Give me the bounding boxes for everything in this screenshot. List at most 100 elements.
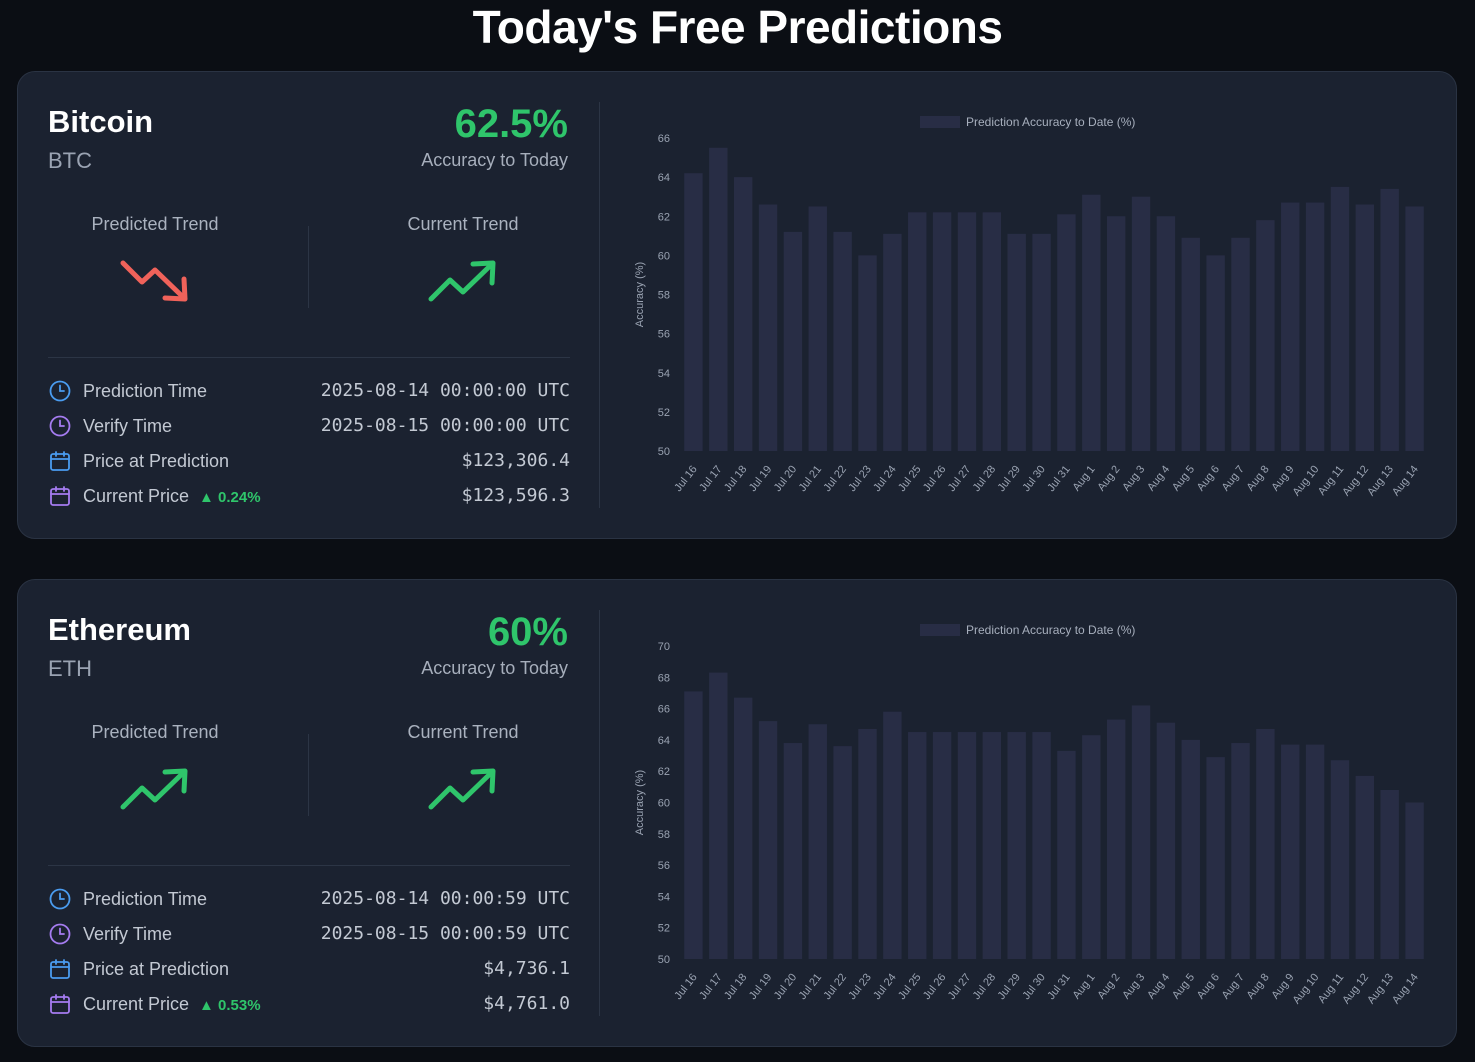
bar — [1032, 732, 1051, 959]
price-change-badge: ▲ 0.24% — [199, 489, 261, 506]
chart-legend[interactable]: Prediction Accuracy to Date (%) — [920, 623, 1135, 637]
bar — [883, 233, 902, 451]
bar — [733, 177, 753, 451]
x-tick-label: Jul 29 — [996, 463, 1024, 494]
x-tick-label: Jul 23 — [846, 971, 874, 1002]
bar — [808, 724, 827, 959]
y-tick-label: 50 — [658, 446, 670, 458]
trend-divider — [308, 226, 309, 308]
bar — [783, 743, 803, 959]
x-tick-label: Jul 24 — [871, 463, 899, 494]
price-at-prediction-label: Price at Prediction — [83, 451, 230, 471]
verify-time-value: 2025-08-15 00:00:00 UTC — [320, 415, 570, 436]
prediction-card-bitcoin: Bitcoin BTC 62.5% Accuracy to Today Pred… — [17, 71, 1457, 539]
x-tick-label: Jul 27 — [946, 463, 974, 494]
x-tick-label: Aug 6 — [1195, 971, 1222, 1001]
x-tick-label: Jul 17 — [697, 463, 725, 494]
bar — [709, 147, 728, 451]
x-tick-label: Jul 31 — [1045, 971, 1073, 1002]
bar — [833, 746, 852, 959]
x-tick-label: Jul 20 — [772, 463, 800, 494]
x-tick-label: Aug 5 — [1170, 463, 1197, 493]
y-axis-label: Accuracy (%) — [634, 770, 646, 835]
price-change-badge: ▲ 0.53% — [199, 997, 261, 1014]
price-at-prediction-value: $123,306.4 — [461, 450, 570, 471]
clock-icon — [49, 415, 71, 437]
bar — [1380, 188, 1399, 452]
bar — [1181, 739, 1200, 959]
bar — [684, 173, 703, 451]
x-tick-label: Jul 23 — [846, 463, 874, 494]
current-trend-label: Current Trend — [407, 722, 519, 742]
legend-swatch — [920, 624, 960, 636]
x-tick-label: Aug 7 — [1220, 463, 1247, 493]
current-price-row: Current Price ▲ 0.53% $4,761.0 — [48, 990, 570, 1018]
bar — [1007, 732, 1026, 959]
x-tick-label: Jul 25 — [896, 971, 924, 1002]
chart-legend[interactable]: Prediction Accuracy to Date (%) — [920, 115, 1135, 129]
x-tick-label: Jul 24 — [871, 971, 899, 1002]
x-tick-label: Aug 7 — [1220, 971, 1247, 1001]
verify-time-label: Verify Time — [83, 924, 173, 944]
y-axis-label: Accuracy (%) — [634, 262, 646, 327]
prediction-time-value: 2025-08-14 00:00:00 UTC — [320, 380, 570, 401]
verify-time-row: Verify Time 2025-08-15 00:00:00 UTC — [48, 412, 570, 440]
accuracy-label: Accuracy to Today — [421, 658, 568, 678]
calendar-icon — [50, 959, 70, 979]
bar — [1330, 760, 1350, 959]
bar — [932, 732, 952, 959]
y-tick-label: 52 — [658, 923, 670, 935]
coin-name: Bitcoin — [48, 104, 154, 139]
x-tick-label: Jul 30 — [1020, 971, 1048, 1002]
x-tick-label: Jul 19 — [747, 971, 775, 1002]
y-tick-label: 56 — [658, 329, 670, 341]
price-at-prediction-row: Price at Prediction $4,736.1 — [48, 955, 570, 983]
current-trend-label: Current Trend — [407, 214, 519, 234]
x-tick-label: Aug 10 — [1291, 971, 1322, 1006]
y-tick-label: 62 — [658, 766, 670, 778]
x-tick-label: Aug 4 — [1145, 971, 1172, 1001]
legend-swatch — [920, 116, 960, 128]
x-tick-label: Aug 10 — [1291, 463, 1322, 498]
bar — [1032, 233, 1051, 451]
bar — [1281, 744, 1300, 959]
bar — [1206, 255, 1225, 451]
trend-up-icon — [428, 768, 496, 810]
clock-icon — [49, 923, 71, 945]
legend-label: Prediction Accuracy to Date (%) — [966, 115, 1135, 129]
bar — [758, 204, 778, 451]
current-trend: Current Trend — [333, 214, 593, 309]
divider — [48, 357, 570, 358]
predicted-trend: Predicted Trend — [25, 722, 285, 817]
divider — [48, 865, 570, 866]
accuracy-label: Accuracy to Today — [421, 150, 568, 170]
bar — [1057, 214, 1076, 451]
x-tick-label: Jul 21 — [797, 971, 825, 1002]
bar — [1405, 206, 1424, 451]
x-tick-label: Jul 28 — [971, 463, 999, 494]
bar — [1206, 757, 1225, 959]
bar — [1156, 722, 1176, 959]
bar — [908, 212, 927, 451]
bar — [932, 212, 952, 451]
x-tick-label: Aug 14 — [1390, 463, 1421, 498]
bar — [733, 697, 753, 959]
x-tick-label: Aug 6 — [1195, 463, 1222, 493]
y-tick-label: 50 — [658, 954, 670, 966]
bar — [1082, 194, 1101, 451]
x-tick-label: Aug 5 — [1170, 971, 1197, 1001]
x-tick-label: Jul 21 — [797, 463, 825, 494]
current-price-row: Current Price ▲ 0.24% $123,596.3 — [48, 482, 570, 510]
y-tick-label: 64 — [658, 172, 670, 184]
bar — [1007, 233, 1026, 451]
legend-label: Prediction Accuracy to Date (%) — [966, 623, 1135, 637]
y-tick-label: 70 — [658, 641, 670, 653]
price-at-prediction-value: $4,736.1 — [483, 958, 570, 979]
x-tick-label: Aug 3 — [1120, 971, 1147, 1001]
x-tick-label: Jul 25 — [896, 463, 924, 494]
verify-time-row: Verify Time 2025-08-15 00:00:59 UTC — [48, 920, 570, 948]
x-tick-label: Jul 17 — [697, 971, 725, 1002]
clock-icon — [49, 888, 71, 910]
x-tick-label: Aug 2 — [1095, 971, 1122, 1001]
x-tick-label: Jul 16 — [672, 971, 700, 1002]
